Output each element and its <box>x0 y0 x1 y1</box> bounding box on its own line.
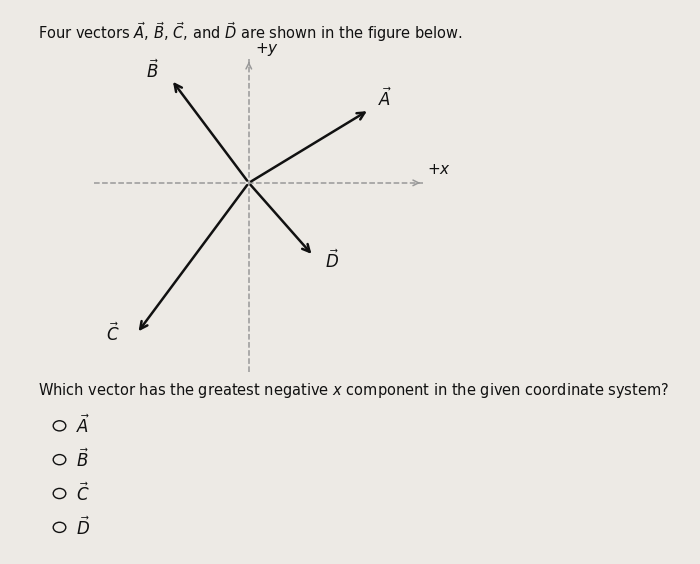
Text: $\vec{D}$: $\vec{D}$ <box>326 249 340 272</box>
Text: $\vec{A}$: $\vec{A}$ <box>76 415 90 437</box>
Text: Four vectors $\vec{A}$, $\vec{B}$, $\vec{C}$, and $\vec{D}$ are shown in the fig: Four vectors $\vec{A}$, $\vec{B}$, $\vec… <box>38 20 463 43</box>
Text: Which vector has the greatest negative $x$ component in the given coordinate sys: Which vector has the greatest negative $… <box>38 381 670 400</box>
Text: $+y$: $+y$ <box>255 41 279 58</box>
Text: $\vec{C}$: $\vec{C}$ <box>106 322 120 345</box>
Text: $\vec{C}$: $\vec{C}$ <box>76 482 89 505</box>
Text: $\vec{A}$: $\vec{A}$ <box>378 87 392 110</box>
Text: $\vec{B}$: $\vec{B}$ <box>146 60 159 82</box>
Text: $+x$: $+x$ <box>427 162 451 177</box>
Text: $\vec{B}$: $\vec{B}$ <box>76 448 89 471</box>
Text: $\vec{D}$: $\vec{D}$ <box>76 516 90 539</box>
